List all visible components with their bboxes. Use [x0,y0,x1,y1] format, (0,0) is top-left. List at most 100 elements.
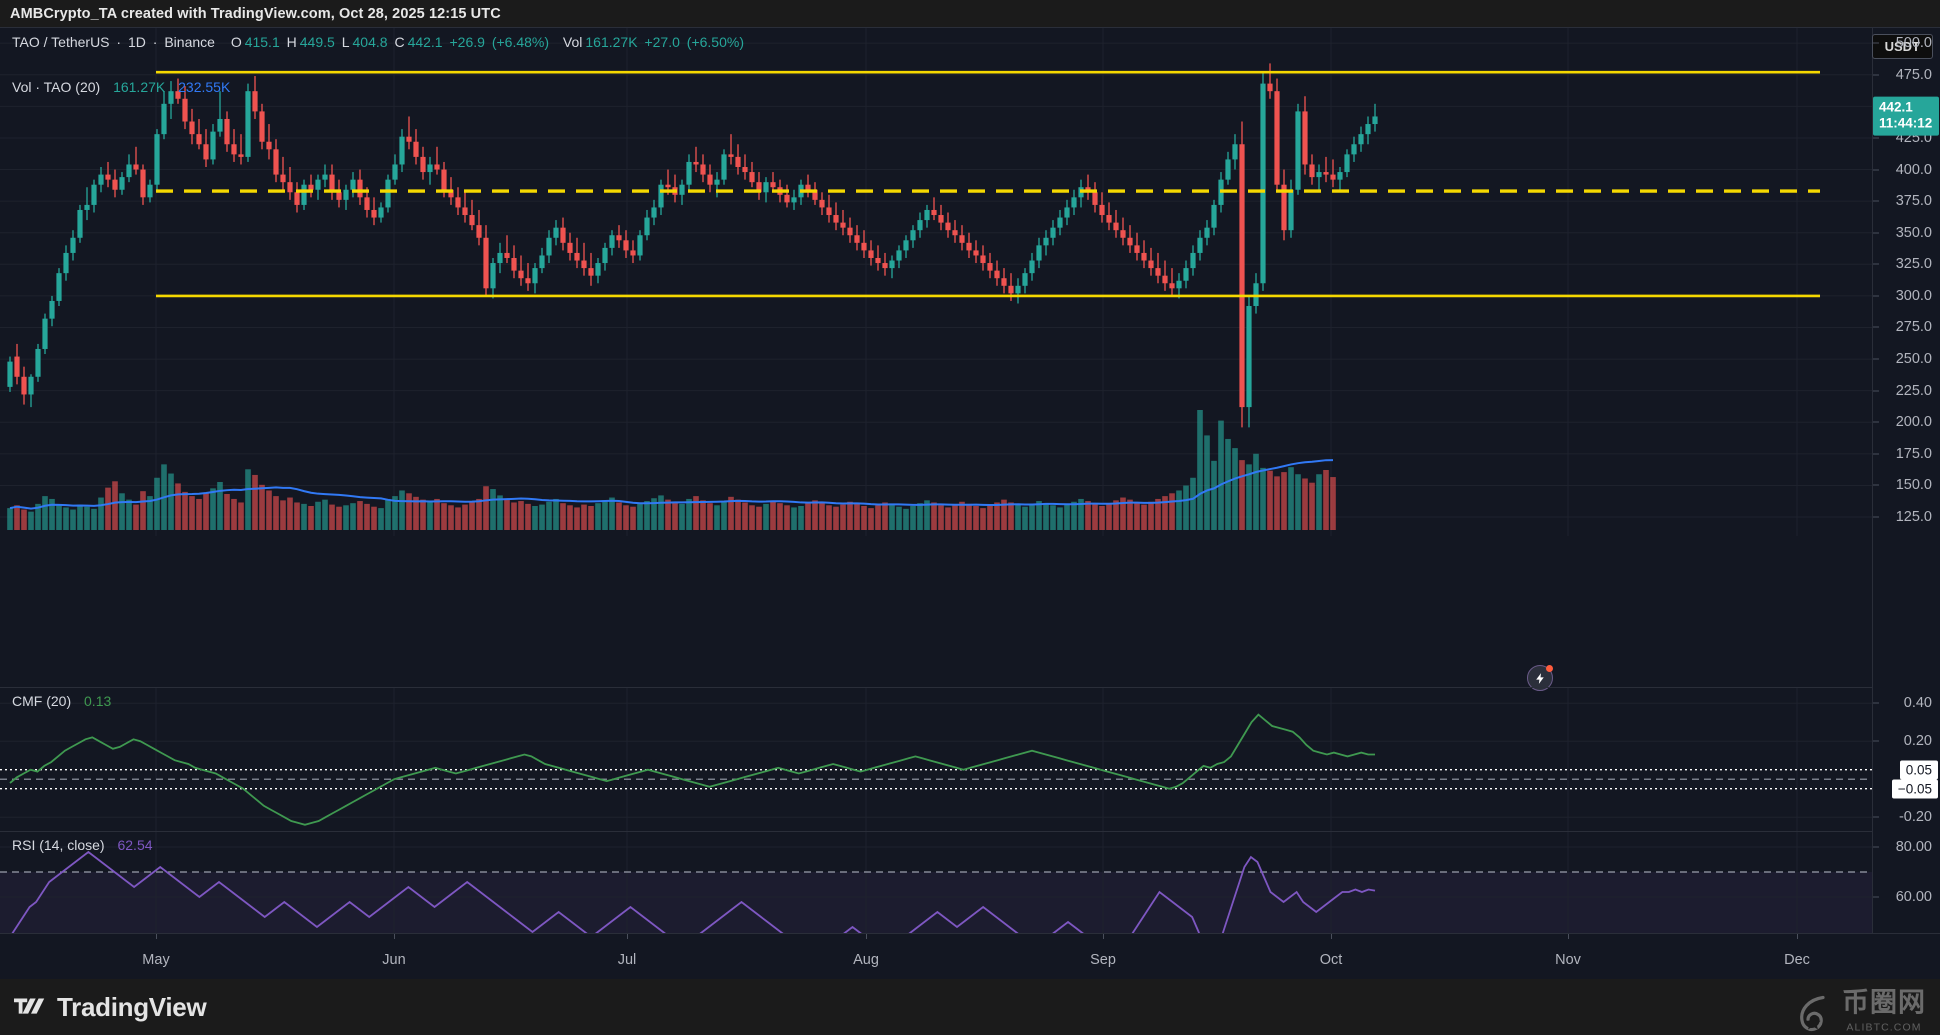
rsi-axis-tick: 80.00 [1895,839,1932,855]
price-axis-tick-mark [1873,137,1879,139]
price-axis-tick-mark [1873,232,1879,234]
price-axis-tick-mark [1873,326,1879,328]
legend-sep-2: · [152,34,158,50]
legend-exchange[interactable]: Binance [164,34,215,50]
symbol-legend[interactable]: TAO / TetherUS · 1D · Binance O 415.1 H 44… [12,34,747,50]
price-candles-svg [0,28,1872,536]
cmf-axis-tick-mark [1873,740,1879,742]
rsi-legend-value: 62.54 [117,837,153,853]
watermark-url-text: ALIBTC.COM [1846,1021,1922,1034]
pane-separator-cmf [0,687,1940,688]
legend-close-label: C [394,34,405,50]
rsi-axis-tick-mark [1873,896,1879,898]
cmf-axis-tick-mark [1873,816,1879,818]
time-axis-tick-mark [866,934,867,939]
cmf-legend[interactable]: CMF (20) 0.13 [12,693,114,709]
price-axis-tick-mark [1873,169,1879,171]
price-axis-tick: 375.0 [1895,193,1932,210]
legend-interval[interactable]: 1D [127,34,146,50]
bar-countdown: 11:44:12 [1879,115,1933,131]
time-axis-tick-mark [1797,934,1798,939]
cmf-axis-tick: 0.20 [1903,733,1932,750]
price-axis-tick: 300.0 [1895,287,1932,304]
attribution-bar: AMBCrypto_TA created with TradingView.co… [0,0,1940,27]
time-axis-label: May [142,952,170,968]
watermark-mark-icon [1800,995,1825,1032]
price-axis-tick: 250.0 [1895,351,1932,368]
time-axis-label: Jun [382,952,406,968]
price-axis-tick-mark [1873,484,1879,486]
legend-vol-change-pct: (+6.50%) [686,34,744,50]
cmf-axis-tick-mark [1873,702,1879,704]
price-axis-tick: 350.0 [1895,224,1932,241]
price-axis-tick-mark [1873,263,1879,265]
time-axis-label: Nov [1555,952,1581,968]
price-axis-tick-mark [1873,390,1879,392]
legend-open-label: O [230,34,242,50]
currency-unit-badge[interactable]: USDT [1871,34,1933,59]
time-axis-label: Oct [1319,952,1343,968]
price-axis-tick-mark [1873,516,1879,518]
volume-legend-ma-value: 232.55K [178,79,231,95]
time-axis-label: Sep [1090,952,1116,968]
tradingview-logo[interactable]: TradingView [14,991,207,1023]
legend-open-value: 415.1 [244,34,280,50]
time-axis-tick-mark [1103,934,1104,939]
time-axis-tick-mark [627,934,628,939]
legend-vol-change-abs: +27.0 [644,34,680,50]
price-axis[interactable]: USDT 500.0475.0450.0425.0400.0375.0350.0… [1871,28,1940,980]
price-pane[interactable] [0,28,1872,536]
time-axis-tick-mark [1331,934,1332,939]
footer-bar: TradingView 币圈网 ALIBTC.COM [0,979,1940,1035]
site-watermark: 币圈网 ALIBTC.COM [1793,981,1926,1034]
legend-vol-value: 161.27K [585,34,638,50]
time-axis-label: Dec [1784,952,1810,968]
badge-notification-dot [1546,665,1553,672]
volume-legend-title[interactable]: Vol · TAO (20) [12,79,101,95]
time-axis-tick-mark [156,934,157,939]
bolt-glyph [1535,672,1544,684]
legend-low-value: 404.8 [352,34,388,50]
price-axis-tick-mark [1873,421,1879,423]
legend-close-value: 442.1 [407,34,443,50]
pane-separator-rsi [0,831,1940,832]
price-axis-tick-mark [1873,453,1879,455]
time-axis-label: Jul [617,952,637,968]
price-axis-tick: 200.0 [1895,414,1932,431]
attribution-text: AMBCrypto_TA created with TradingView.co… [10,5,501,22]
legend-ticker[interactable]: TAO / TetherUS [12,34,110,50]
cmf-axis-tick: -0.20 [1898,809,1932,826]
legend-high-label: H [286,34,297,50]
rsi-axis-tick-mark [1873,846,1879,848]
lightning-badge-icon[interactable] [1527,665,1553,691]
time-axis[interactable]: May Jun Jul Aug Sep Oct Nov Dec [0,933,1940,979]
price-axis-tick-mark [1873,358,1879,360]
legend-high-value: 449.5 [299,34,335,50]
cmf-pane[interactable] [0,688,1872,840]
cmf-lower-band-badge: −0.05 [1891,779,1938,799]
legend-vol-label: Vol [562,34,583,50]
price-axis-tick: 125.0 [1895,509,1932,526]
price-axis-tick: 500.0 [1895,35,1932,52]
price-axis-tick: 150.0 [1895,477,1932,494]
watermark-chinese-text: 币圈网 [1842,987,1926,1019]
time-axis-label: Aug [853,952,879,968]
tradingview-logo-text: TradingView [57,991,207,1022]
cmf-legend-title[interactable]: CMF (20) [12,693,72,709]
legend-low-label: L [341,34,350,50]
price-axis-tick: 475.0 [1895,66,1932,83]
time-axis-tick-mark [1568,934,1569,939]
volume-legend[interactable]: Vol · TAO (20) 161.27K 232.55K [12,79,233,95]
legend-sep-1: · [116,34,122,50]
cmf-svg [0,688,1872,840]
price-axis-tick-mark [1873,295,1879,297]
chart-shell[interactable]: TAO / TetherUS · 1D · Binance O 415.1 H 44… [0,27,1940,980]
rsi-legend[interactable]: RSI (14, close) 62.54 [12,837,156,853]
cmf-axis-tick: 0.40 [1903,695,1932,712]
legend-change-pct: (+6.48%) [491,34,550,50]
rsi-legend-title[interactable]: RSI (14, close) [12,837,105,853]
price-axis-tick: 225.0 [1895,382,1932,399]
legend-change-abs: +26.9 [449,34,485,50]
price-axis-tick: 400.0 [1895,161,1932,178]
